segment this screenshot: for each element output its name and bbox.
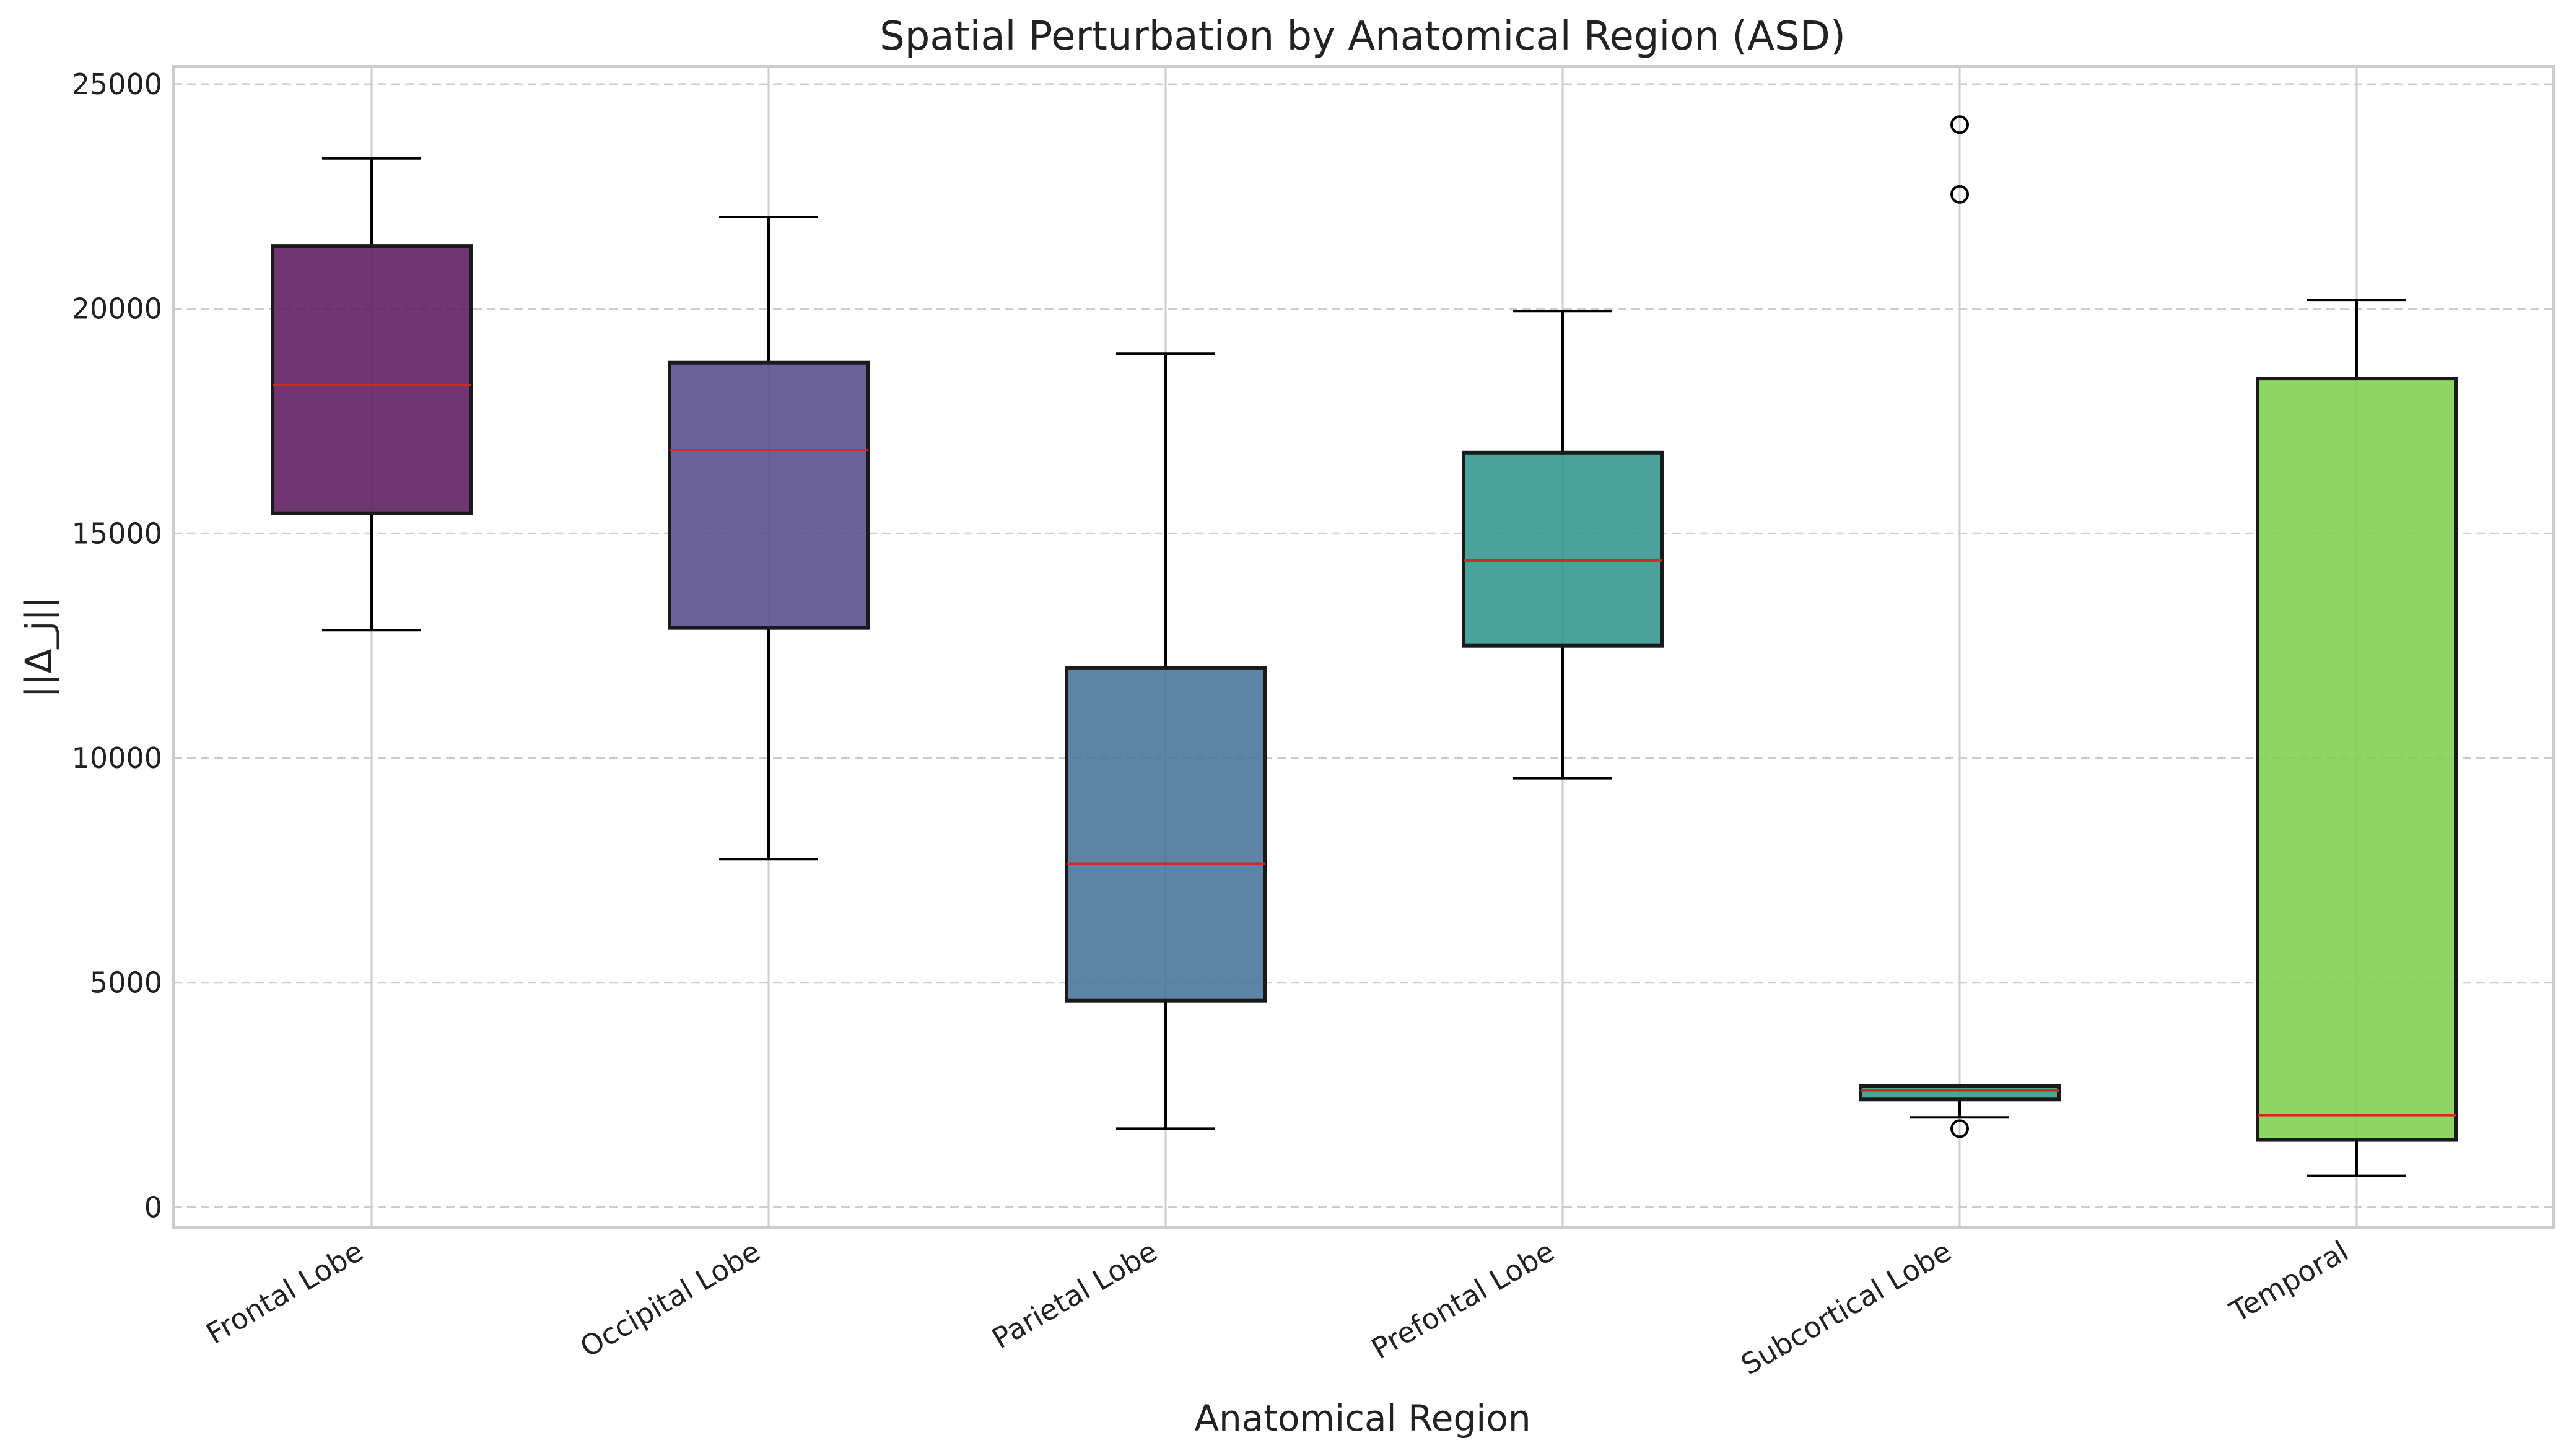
iqr-box — [1859, 1084, 2061, 1102]
x-tick-label: Frontal Lobe — [201, 1234, 369, 1351]
y-tick-label: 0 — [144, 1190, 162, 1224]
y-tick-label: 10000 — [72, 741, 162, 775]
outlier-point — [1950, 115, 1969, 134]
x-axis-ticks: Frontal Lobe Occipital Lobe Parietal Lobe P… — [201, 1234, 2354, 1382]
y-tick-label: 15000 — [72, 517, 162, 550]
box-series — [271, 115, 2458, 1177]
iqr-box — [668, 360, 870, 630]
box-subcortical-lobe — [1859, 115, 2061, 1138]
iqr-box — [2256, 377, 2458, 1142]
y-tick-label: 20000 — [72, 292, 162, 326]
y-axis-ticks: 0 5000 10000 15000 20000 25000 — [72, 68, 162, 1224]
plot-frame — [172, 65, 2555, 1229]
x-tick-label: Parietal Lobe — [986, 1234, 1163, 1356]
box-frontal-lobe — [271, 157, 473, 632]
box-prefontal-lobe — [1462, 310, 1664, 780]
vertical-grid — [370, 66, 2358, 1227]
x-axis-label: Anatomical Region — [1194, 1397, 1530, 1439]
y-axis-label: ||Δ_j|| — [17, 597, 59, 698]
box-temporal — [2256, 299, 2458, 1177]
horizontal-grid — [173, 83, 2554, 1208]
box-occipital-lobe — [668, 215, 870, 861]
iqr-box — [1065, 666, 1267, 1003]
x-tick-label: Prefontal Lobe — [1366, 1234, 1560, 1366]
x-tick-label: Occipital Lobe — [574, 1234, 766, 1364]
iqr-box — [271, 244, 473, 515]
outlier-point — [1950, 185, 1969, 204]
chart-title: Spatial Perturbation by Anatomical Regio… — [880, 14, 1846, 59]
outlier-point — [1950, 1119, 1969, 1138]
y-tick-label: 25000 — [72, 68, 162, 101]
x-tick-label: Subcortical Lobe — [1735, 1234, 1957, 1382]
x-tick-label: Temporal — [2224, 1234, 2354, 1329]
y-tick-label: 5000 — [90, 966, 162, 1000]
box-parietal-lobe — [1065, 352, 1267, 1130]
iqr-box — [1462, 450, 1664, 648]
